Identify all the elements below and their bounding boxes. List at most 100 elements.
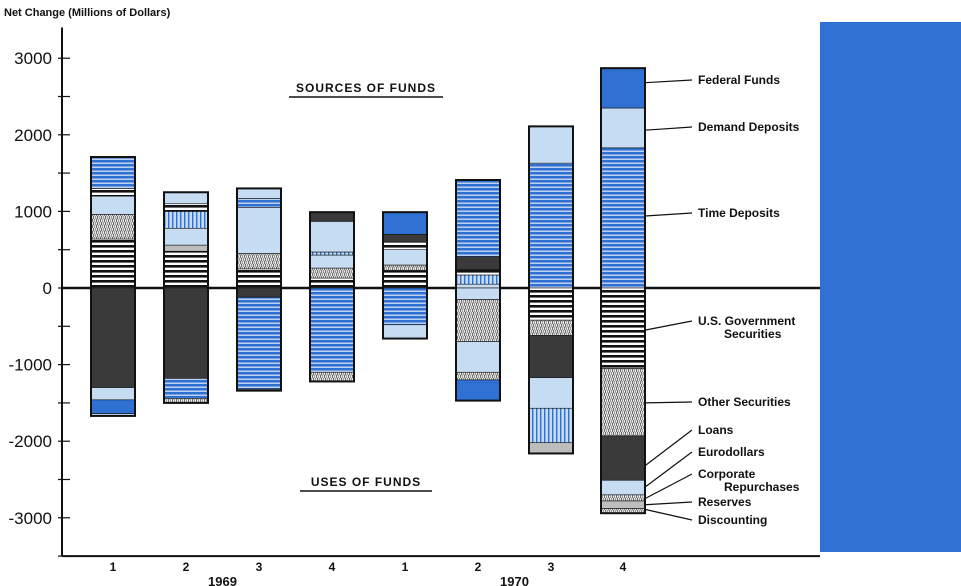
legend-leader-line bbox=[644, 212, 693, 217]
bar-segment-source-demand_deposits bbox=[163, 227, 209, 246]
bar-segment-source-us_government_securities bbox=[455, 269, 501, 276]
bar-segment-use-us_government_securities bbox=[528, 287, 574, 321]
bar-segment-use-other_securities bbox=[528, 319, 574, 336]
bar-segment-use-loans bbox=[163, 287, 209, 379]
bar-segment-use-gray-light bbox=[528, 442, 574, 454]
bar-outline bbox=[455, 178, 501, 402]
stacked-bar-chart: 3000 2000 1000 0 -1000 -2000 -3000 1 2 3 4 1 2 3 4 1969… bbox=[4, 7, 820, 586]
bar-segment-source-loans bbox=[455, 256, 501, 270]
bar-segment-use-loans bbox=[90, 287, 136, 388]
x-tick-label: 1 bbox=[402, 560, 409, 574]
bar-segment-source-demand_deposits bbox=[382, 249, 428, 266]
legend-label: Federal Funds bbox=[698, 73, 780, 87]
legend-label: U.S. Government bbox=[698, 314, 795, 328]
bar-1970-q2 bbox=[455, 178, 501, 402]
x-tick-label: 1 bbox=[110, 560, 117, 574]
legend-label: Other Securities bbox=[698, 395, 791, 409]
year-label: 1970 bbox=[500, 574, 529, 586]
x-tick-label: 4 bbox=[329, 560, 336, 574]
bar-segment-source-demand_deposits bbox=[600, 107, 646, 149]
legend-leader-line bbox=[644, 501, 693, 506]
bar-outline bbox=[236, 187, 282, 392]
bar-segment-source-other_securities bbox=[309, 267, 355, 279]
bar-segment-source-demand_deposits bbox=[309, 254, 355, 269]
bar-1969-q1 bbox=[90, 156, 136, 417]
legend-leader-line bbox=[644, 508, 693, 521]
bar-outline bbox=[528, 125, 574, 455]
legend-label: Corporate bbox=[698, 467, 756, 481]
bar-segment-use-time_deposits bbox=[382, 287, 428, 326]
bar-outline bbox=[309, 211, 355, 383]
x-tick-label: 3 bbox=[548, 560, 555, 574]
bar-outline bbox=[600, 67, 646, 515]
bar-segment-use-demand_deposits bbox=[90, 387, 136, 401]
bar-1969-q4 bbox=[309, 211, 355, 383]
bar-segment-source-eurodollars bbox=[309, 251, 355, 256]
bar-segment-use-time_deposits bbox=[236, 296, 282, 390]
legend-item: Reserves bbox=[644, 495, 752, 509]
legend-label: Reserves bbox=[698, 495, 752, 509]
y-tick-label: -3000 bbox=[9, 509, 52, 528]
bar-segment-use-gray-light bbox=[600, 500, 646, 509]
bar-segment-source-us_government_securities bbox=[163, 203, 209, 212]
bar-segment-use-demand_deposits bbox=[455, 287, 501, 300]
bar-segment-source-us_government_securities bbox=[382, 241, 428, 250]
bar-segment-source-demand_deposits bbox=[236, 188, 282, 199]
bar-outline bbox=[90, 156, 136, 417]
bar-segment-use-eurodollars bbox=[528, 407, 574, 444]
legend-leader-line bbox=[644, 473, 693, 500]
legend-leader-line bbox=[644, 320, 693, 331]
bar-segment-use-demand_deposits bbox=[600, 479, 646, 496]
bar-segment-use-federal_funds bbox=[455, 379, 501, 401]
bar-segment-source-time_deposits bbox=[600, 147, 646, 289]
bar-segment-use-federal_funds bbox=[90, 399, 136, 414]
bar-segment-use-demand_deposits bbox=[455, 341, 501, 373]
legend-label: Demand Deposits bbox=[698, 120, 800, 134]
blue-panel bbox=[820, 22, 961, 552]
legend-item: Eurodollars bbox=[644, 445, 765, 488]
legend-leader-line bbox=[644, 401, 693, 404]
bar-segment-use-loans bbox=[528, 335, 574, 378]
bar-segment-source-us_government_securities bbox=[309, 277, 355, 289]
bar-outline bbox=[382, 211, 428, 340]
bar-segment-use-other_securities bbox=[600, 368, 646, 437]
bar-segment-use-us_government_securities bbox=[600, 287, 646, 369]
y-axis-label: Net Change (Millions of Dollars) bbox=[4, 7, 171, 19]
bar-outline bbox=[163, 191, 209, 404]
legend-leader-line bbox=[644, 126, 693, 131]
bar-1969-q2 bbox=[163, 191, 209, 404]
bar-segment-source-demand_deposits bbox=[236, 207, 282, 254]
x-tick-label: 2 bbox=[475, 560, 482, 574]
y-tick-label: 3000 bbox=[14, 49, 52, 68]
x-tick-label: 4 bbox=[620, 560, 627, 574]
y-tick-label: 0 bbox=[43, 279, 52, 298]
legend-label: Repurchases bbox=[724, 480, 800, 494]
legend-item: Other Securities bbox=[644, 395, 791, 409]
bar-segment-source-other_securities bbox=[236, 253, 282, 270]
bar-1970-q4 bbox=[600, 67, 646, 515]
bar-segment-use-other_securities bbox=[455, 371, 501, 381]
sources-label: SOURCES OF FUNDS bbox=[296, 81, 436, 95]
bar-segment-source-loans bbox=[309, 211, 355, 222]
bar-1969-q3 bbox=[236, 187, 282, 392]
legend-item: Loans bbox=[644, 423, 734, 467]
bars bbox=[90, 67, 646, 515]
legend-label: Securities bbox=[724, 327, 782, 341]
legend-label: Loans bbox=[698, 423, 734, 437]
y-tick-label: 2000 bbox=[14, 126, 52, 145]
bar-segment-source-us_government_securities bbox=[236, 268, 282, 289]
bar-1970-q1 bbox=[382, 211, 428, 340]
annotations: Net Change (Millions of Dollars) SOURCES… bbox=[4, 7, 443, 492]
legend-label: Eurodollars bbox=[698, 445, 765, 459]
legend-leader-line bbox=[644, 429, 693, 467]
bar-segment-source-us_government_securities bbox=[90, 238, 136, 289]
bar-segment-source-time_deposits bbox=[90, 156, 136, 189]
bar-segment-source-federal_funds bbox=[600, 67, 646, 109]
bar-segment-source-time_deposits bbox=[528, 162, 574, 289]
bar-segment-source-time_deposits bbox=[455, 179, 501, 257]
bar-segment-use-other_securities bbox=[600, 494, 646, 502]
bar-segment-source-demand_deposits bbox=[163, 191, 209, 205]
y-tick-label: -1000 bbox=[9, 356, 52, 375]
legend-label: Time Deposits bbox=[698, 206, 780, 220]
